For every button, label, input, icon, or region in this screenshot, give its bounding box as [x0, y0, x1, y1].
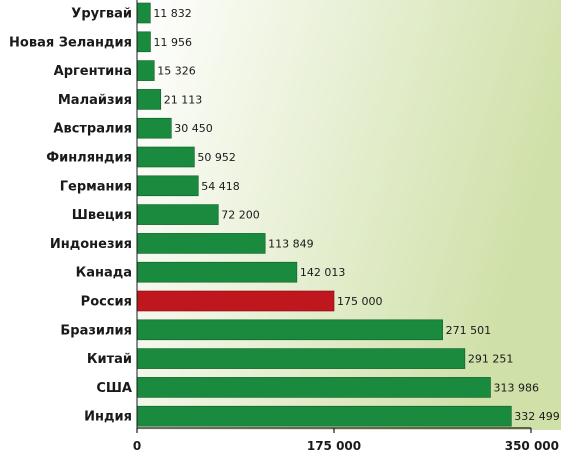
bar-1: [136, 2, 151, 24]
x-tick-label: 175 000: [307, 439, 361, 453]
bar-5: [136, 117, 172, 139]
category-label: США: [96, 381, 132, 396]
bar-11: [136, 290, 335, 312]
category-label: Новая Зеландия: [9, 35, 132, 50]
bar-9: [136, 233, 266, 254]
bar-13: [136, 348, 466, 369]
category-label: Малайзия: [58, 93, 132, 108]
value-label: 291 251: [468, 353, 514, 366]
category-label: Китай: [87, 352, 132, 367]
value-label: 11 956: [153, 36, 192, 49]
value-label: 30 450: [174, 122, 213, 135]
value-label: 50 952: [197, 151, 236, 164]
value-label: 271 501: [446, 324, 492, 337]
category-label: Швеция: [72, 208, 132, 223]
value-label: 72 200: [221, 209, 259, 222]
bar-14: [136, 377, 491, 398]
category-label: Германия: [60, 179, 132, 194]
bar-8: [136, 204, 219, 225]
value-label: 332 499: [514, 410, 560, 423]
category-label: Аргентина: [54, 64, 132, 79]
value-label: 11 832: [153, 7, 192, 20]
x-tick-label: 0: [133, 439, 141, 453]
value-label: 175 000: [337, 295, 383, 308]
value-label: 15 326: [157, 65, 196, 78]
bar-2: [136, 31, 151, 53]
bar-6: [136, 146, 195, 168]
bar-4: [136, 89, 162, 110]
value-label: 313 986: [493, 381, 538, 394]
x-tick-label: 350 000: [505, 439, 559, 453]
bar-12: [136, 319, 443, 341]
category-label: Канада: [76, 266, 132, 281]
category-label: Финляндия: [46, 151, 132, 166]
category-label: Индонезия: [50, 237, 132, 252]
value-label: 54 418: [201, 180, 240, 193]
value-label: 21 113: [164, 93, 203, 106]
category-label: Австралия: [53, 122, 132, 137]
value-label: 142 013: [300, 266, 346, 279]
category-label: Россия: [81, 295, 132, 310]
bar-3: [136, 60, 155, 81]
bar-10: [136, 261, 298, 283]
bar-15: [136, 405, 512, 427]
category-label: Индия: [84, 410, 132, 425]
bar-7: [136, 175, 199, 197]
category-label: Уругвай: [71, 7, 132, 22]
category-label: Бразилия: [60, 323, 132, 338]
value-label: 113 849: [268, 237, 314, 250]
